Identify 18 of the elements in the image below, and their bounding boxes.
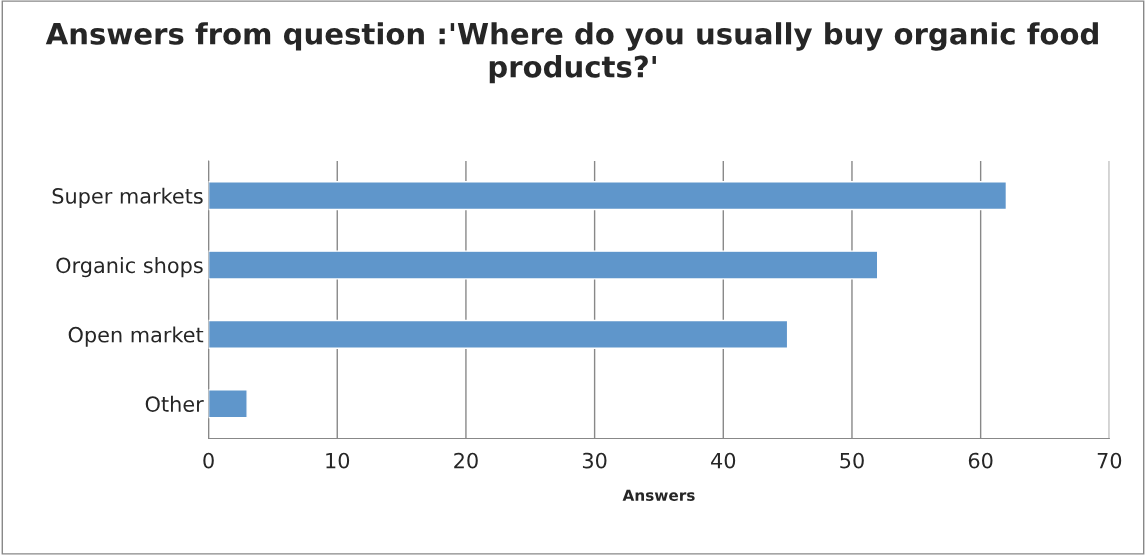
x-tick-label: 40 — [711, 452, 736, 469]
bar — [208, 181, 1008, 211]
x-tick-label: 60 — [968, 452, 993, 469]
y-tick-label: Organic shops — [56, 257, 203, 278]
y-tick-label: Open market — [68, 326, 204, 347]
x-axis-title: Answers — [622, 489, 695, 501]
chart-title: Answers from question :'Where do you usually buy organic food products?' — [45, 22, 1098, 84]
x-tick-label: 10 — [326, 452, 350, 469]
x-tick-label: 30 — [582, 452, 607, 469]
x-tick-label: 50 — [840, 452, 864, 469]
x-tick-label: 0 — [203, 452, 214, 469]
bar — [208, 319, 789, 349]
y-tick-label: Other — [145, 395, 204, 412]
x-tick-label: 20 — [454, 452, 478, 469]
bar — [208, 250, 879, 280]
x-tick-label: 70 — [1097, 452, 1122, 469]
y-tick-label: Super markets — [52, 187, 203, 208]
bar — [208, 389, 248, 419]
